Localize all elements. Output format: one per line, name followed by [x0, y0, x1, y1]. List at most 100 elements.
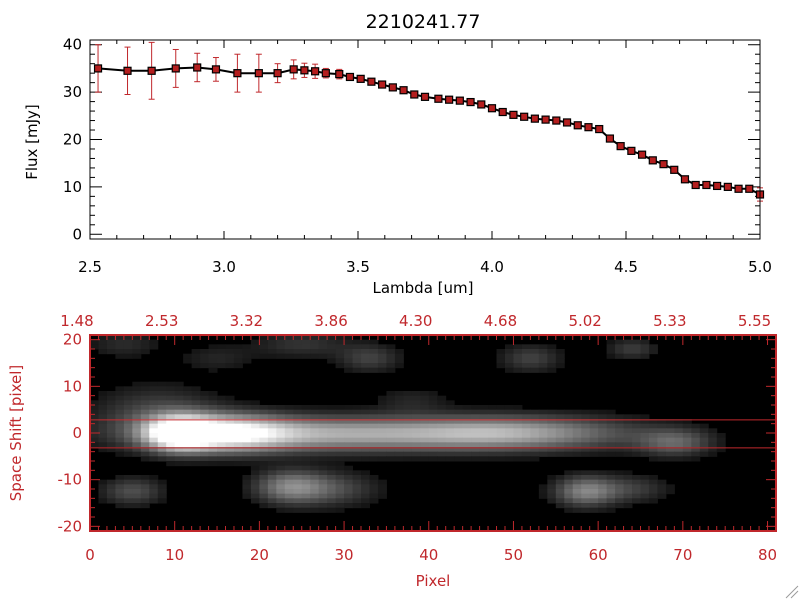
- spectrum-y-tick-label: 20: [63, 131, 82, 149]
- image-pixel: [411, 414, 421, 420]
- image-pixel: [90, 409, 99, 415]
- image-pixel: [174, 414, 184, 420]
- image-pixel: [242, 405, 252, 411]
- image-pixel: [479, 419, 489, 425]
- image-pixel: [648, 447, 658, 453]
- image-pixel: [369, 456, 379, 462]
- image-pixel: [208, 363, 218, 369]
- image-pixel: [496, 419, 506, 425]
- image-pixel: [547, 414, 557, 420]
- image-pixel: [106, 423, 116, 429]
- image-pixel: [632, 484, 641, 490]
- image-pixel: [344, 437, 354, 443]
- image-pixel: [606, 484, 616, 490]
- image-pixel: [140, 475, 150, 481]
- image-x-axis-label: Pixel: [416, 572, 451, 590]
- image-pixel: [293, 405, 303, 411]
- image-pixel: [344, 456, 354, 462]
- image-pixel: [318, 484, 328, 490]
- image-pixel: [555, 433, 565, 439]
- image-pixel: [191, 400, 201, 406]
- resize-grip-icon[interactable]: [785, 585, 799, 599]
- image-pixel: [301, 339, 311, 345]
- image-pixel: [200, 405, 210, 411]
- image-pixel: [572, 451, 582, 457]
- spectrum-x-tick-label: 3.5: [346, 258, 370, 276]
- image-pixel: [471, 456, 481, 462]
- image-pixel: [674, 456, 684, 462]
- image-pixel: [640, 442, 650, 448]
- image-pixel: [496, 442, 506, 448]
- image-pixel: [301, 484, 311, 490]
- image-pixel: [166, 433, 176, 439]
- image-pixel: [183, 391, 193, 397]
- image-pixel: [149, 433, 159, 439]
- image-pixel: [183, 423, 193, 429]
- image-pixel: [217, 344, 227, 350]
- image-pixel: [352, 409, 362, 415]
- image-pixel: [344, 493, 354, 499]
- image-pixel: [250, 475, 260, 481]
- image-pixel: [411, 409, 421, 415]
- image-pixel: [581, 470, 591, 476]
- image-pixel: [547, 484, 557, 490]
- image-pixel: [310, 489, 320, 495]
- image-pixel: [301, 507, 311, 513]
- image-pixel: [115, 503, 125, 509]
- image-pixel: [496, 451, 506, 457]
- image-pixel: [208, 395, 218, 401]
- image-pixel: [632, 349, 641, 355]
- image-pixel: [581, 409, 591, 415]
- image-pixel: [572, 498, 582, 504]
- image-pixel: [310, 423, 320, 429]
- image-pixel: [284, 409, 294, 415]
- image-pixel: [115, 386, 125, 392]
- image-pixel: [623, 428, 633, 434]
- image-pixel: [716, 442, 726, 448]
- image-pixel: [90, 339, 99, 345]
- image-pixel: [615, 437, 625, 443]
- spectrum-y-tick-label: 40: [63, 36, 82, 54]
- image-pixel: [428, 456, 438, 462]
- image-pixel: [183, 461, 193, 467]
- image-pixel: [479, 405, 489, 411]
- image-pixel: [123, 391, 133, 397]
- image-pixel: [225, 442, 235, 448]
- image-pixel: [327, 339, 337, 345]
- spectrum-point: [466, 97, 475, 107]
- image-pixel: [530, 363, 540, 369]
- image-pixel: [648, 433, 658, 439]
- image-pixel: [200, 358, 210, 364]
- image-pixel: [547, 423, 557, 429]
- image-pixel: [471, 437, 481, 443]
- image-pixel: [394, 358, 404, 364]
- image-pixel: [200, 400, 210, 406]
- image-pixel: [699, 442, 709, 448]
- image-pixel: [606, 339, 616, 345]
- image-pixel: [445, 405, 455, 411]
- image-pixel: [513, 358, 523, 364]
- image-pixel: [632, 414, 641, 420]
- image-pixel: [521, 358, 531, 364]
- image-pixel: [361, 484, 370, 490]
- image-pixel: [386, 400, 396, 406]
- image-pixel: [555, 409, 565, 415]
- image-pixel: [115, 447, 125, 453]
- image-pixel: [369, 433, 379, 439]
- image-pixel: [411, 456, 421, 462]
- spectrum-point: [498, 107, 507, 117]
- spectrum-point: [335, 70, 344, 79]
- image-pixel: [174, 433, 184, 439]
- image-pixel: [538, 414, 548, 420]
- image-pixel: [327, 358, 337, 364]
- image-pixel: [377, 456, 387, 462]
- image-pixel: [276, 465, 286, 471]
- image-pixel: [411, 428, 421, 434]
- spectrum-point: [321, 69, 330, 78]
- image-pixel: [318, 442, 328, 448]
- image-pixel: [132, 386, 142, 392]
- image-pixel: [267, 442, 277, 448]
- image-pixel: [106, 405, 116, 411]
- image-pixel: [250, 433, 260, 439]
- image-pixel: [242, 400, 252, 406]
